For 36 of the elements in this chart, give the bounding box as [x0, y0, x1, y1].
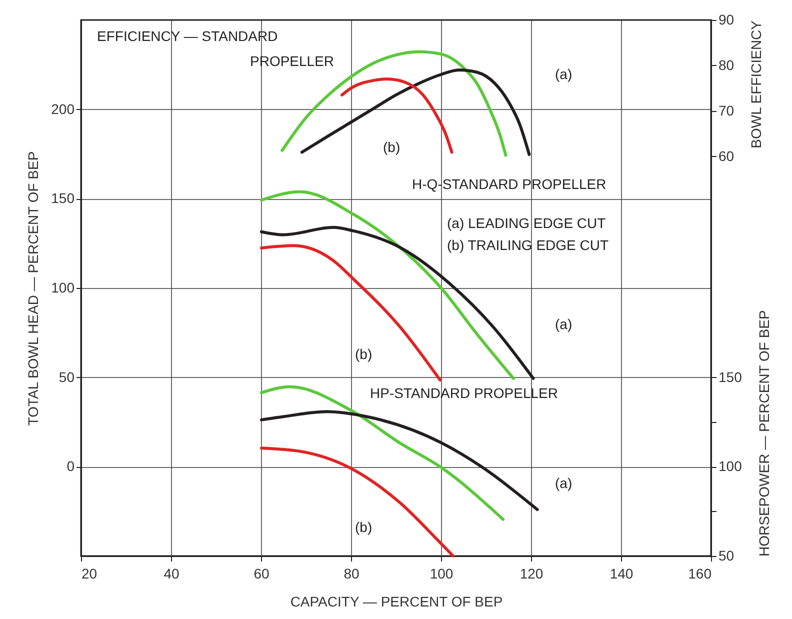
y2-tick-label: 90 [718, 12, 734, 28]
x-tick-label: 160 [688, 566, 712, 582]
annotation: (a) [555, 316, 572, 332]
x-axis-title: CAPACITY — PERCENT OF BEP [290, 594, 503, 610]
y3-tick-label: 50 [718, 548, 734, 564]
annotation: (b) [383, 139, 400, 155]
y-tick-label: 100 [51, 280, 75, 296]
annotation: (b) [355, 346, 372, 362]
x-tick-label: 60 [254, 566, 270, 582]
annotation: (a) [555, 66, 572, 82]
y2-tick-label: 80 [718, 56, 734, 73]
annotation: (b) [355, 519, 372, 535]
y-tick-label: 0 [66, 458, 75, 474]
y2-tick-label: 70 [718, 102, 734, 118]
x-tick-label: 120 [520, 566, 544, 582]
line-series [260, 410, 539, 512]
y3-tick-label: 100 [718, 458, 742, 474]
x-tick-label: 140 [610, 566, 634, 582]
y2-axis-title: BOWL EFFICIENCY [748, 20, 764, 148]
line-series [260, 244, 442, 382]
x-tick-label: 40 [164, 566, 180, 582]
y-tick-label: 150 [51, 190, 75, 206]
y2-tick-label: 60 [718, 148, 734, 164]
y3-tick-label: 150 [718, 368, 742, 385]
x-tick-label: 20 [82, 566, 98, 582]
line-series [260, 446, 455, 558]
line-series [300, 68, 531, 156]
annotation: (a) LEADING EDGE CUT [447, 215, 606, 231]
y-tick-label: 200 [51, 100, 75, 117]
annotation: (a) [555, 475, 572, 491]
y3-axis-title: HORSEPOWER — PERCENT OF BEP [756, 310, 772, 556]
line-series [340, 78, 454, 154]
x-tick-label: 100 [430, 566, 454, 582]
y-tick-label: 50 [58, 368, 75, 385]
y-axis-title: TOTAL BOWL HEAD — PERCENT OF BEP [25, 151, 42, 426]
x-tick-label: 80 [344, 566, 360, 582]
